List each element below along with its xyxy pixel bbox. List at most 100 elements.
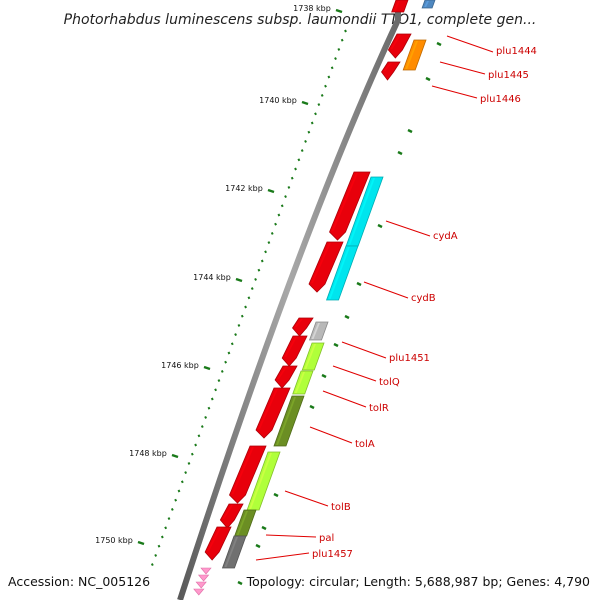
accession-text: Accession: NC_005126 <box>8 574 150 589</box>
gene-feature[interactable] <box>329 171 371 241</box>
ruler-minor-tick <box>340 38 344 42</box>
gene-label[interactable]: plu1446 <box>480 94 521 105</box>
label-leader-line <box>363 281 409 299</box>
ruler-minor-tick <box>294 167 297 171</box>
ruler-major-tick <box>301 100 309 106</box>
ruler-minor-tick <box>224 360 228 364</box>
ruler-minor-tick <box>167 517 171 521</box>
gene-label[interactable]: tolQ <box>379 377 400 388</box>
map-title: Photorhabdus luminescens subsp. laumondi… <box>64 12 537 28</box>
gene-label[interactable]: cydB <box>411 293 436 304</box>
small-gene-feature[interactable] <box>195 581 207 589</box>
gene-feature[interactable] <box>308 241 344 293</box>
label-leader-line <box>385 220 431 237</box>
ruler-minor-tick <box>304 139 307 143</box>
ruler-minor-tick <box>307 130 311 134</box>
ruler-minor-tick <box>317 103 321 107</box>
gene-label[interactable]: pal <box>319 533 334 544</box>
ruler-minor-tick <box>160 535 164 539</box>
ruler-minor-tick <box>290 176 294 180</box>
gene-feature-highlight <box>294 372 305 393</box>
label-leader-line <box>309 426 353 444</box>
gene-feature[interactable] <box>381 61 401 81</box>
strand-tick <box>344 314 350 320</box>
ruler-tick-label: 1748 kbp <box>129 449 167 458</box>
ruler-minor-tick <box>300 149 304 153</box>
gene-feature[interactable] <box>292 317 314 337</box>
gene-feature-highlight <box>294 319 303 327</box>
gene-feature-highlight <box>236 511 248 535</box>
ruler-tick-label: 1746 kbp <box>161 361 199 370</box>
gene-feature[interactable] <box>274 365 298 389</box>
ruler-minor-tick <box>310 121 314 125</box>
ruler-minor-tick <box>157 544 161 548</box>
ruler-minor-tick <box>274 222 277 226</box>
small-gene-feature[interactable] <box>200 567 212 575</box>
gene-feature-highlight <box>224 537 238 567</box>
gene-feature[interactable] <box>255 387 291 439</box>
ruler-minor-tick <box>330 66 334 70</box>
label-leader-line <box>341 341 387 359</box>
ruler-major-tick <box>335 8 343 14</box>
strand-tick <box>273 492 279 498</box>
ruler-tick-label: 1742 kbp <box>225 184 263 193</box>
ruler-minor-tick <box>264 250 267 254</box>
gene-feature[interactable] <box>204 526 232 561</box>
gene-label[interactable]: tolR <box>369 403 389 414</box>
gene-feature-highlight <box>311 323 320 339</box>
gene-label[interactable]: plu1457 <box>312 549 353 560</box>
ruler-minor-tick <box>237 323 241 327</box>
gene-feature-highlight <box>393 1 400 11</box>
gene-feature-highlight <box>231 447 254 494</box>
ruler-tick-label: 1744 kbp <box>193 273 231 282</box>
ruler-minor-tick <box>214 388 218 392</box>
gene-label[interactable]: tolB <box>331 502 351 513</box>
ruler-minor-tick <box>177 489 181 493</box>
gene-label[interactable]: tolA <box>355 439 375 450</box>
strand-tick <box>309 404 315 410</box>
ruler-minor-tick <box>184 471 188 475</box>
label-leader-line <box>322 390 367 408</box>
strand-tick <box>237 580 243 586</box>
gene-feature[interactable] <box>229 445 267 504</box>
gene-feature-highlight <box>304 344 316 369</box>
label-leader-line <box>332 365 377 382</box>
ruler-minor-tick <box>154 553 158 557</box>
gene-label[interactable]: plu1444 <box>496 46 537 57</box>
ruler-major-tick <box>235 277 243 283</box>
strand-tick <box>377 223 383 229</box>
ruler-minor-tick <box>320 93 324 97</box>
gene-feature[interactable] <box>387 33 412 59</box>
strand-tick <box>407 128 413 134</box>
ruler-minor-tick <box>344 29 347 33</box>
ruler-minor-tick <box>227 351 231 355</box>
gene-label[interactable]: cydA <box>433 231 458 242</box>
ruler-minor-tick <box>297 158 301 162</box>
ruler-minor-tick <box>220 369 224 373</box>
gene-feature-highlight <box>311 243 331 283</box>
gene-feature[interactable] <box>281 335 308 367</box>
gene-feature-highlight <box>328 247 350 299</box>
gene-feature-highlight <box>276 397 296 445</box>
small-gene-feature[interactable] <box>193 588 205 596</box>
gene-feature-highlight <box>390 35 401 49</box>
ruler-major-tick <box>267 188 275 194</box>
gene-feature-highlight <box>348 178 375 245</box>
ruler-minor-tick <box>174 498 178 502</box>
ruler-minor-tick <box>334 57 337 61</box>
ruler-major-tick <box>203 365 211 371</box>
ruler-major-tick <box>137 540 145 546</box>
strand-tick <box>255 543 261 549</box>
gene-label[interactable]: plu1451 <box>389 353 430 364</box>
ruler-minor-tick <box>260 259 264 263</box>
label-leader-line <box>284 490 329 507</box>
ruler-minor-tick <box>207 406 211 410</box>
ruler-minor-tick <box>327 75 331 79</box>
label-leader-line <box>439 61 486 75</box>
small-gene-feature[interactable] <box>197 574 210 582</box>
gene-label[interactable]: plu1445 <box>488 70 529 81</box>
topology-text: Topology: circular; Length: 5,688,987 bp… <box>246 574 590 589</box>
strand-tick <box>397 150 403 156</box>
gene-feature[interactable] <box>219 503 244 529</box>
